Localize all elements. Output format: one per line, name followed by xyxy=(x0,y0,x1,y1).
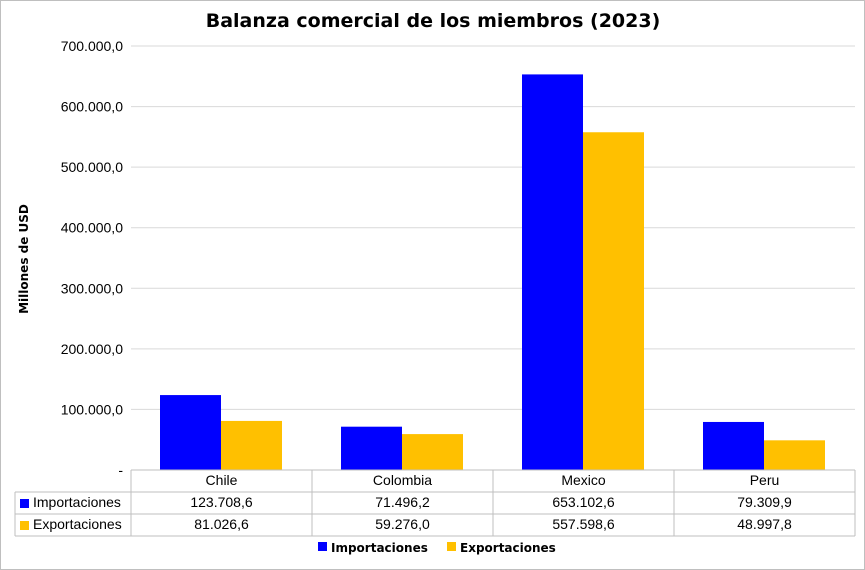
bars xyxy=(160,74,825,470)
y-axis-ticks: - 100.000,0 200.000,0 300.000,0 400.000,0 500… xyxy=(61,38,124,478)
y-tick-label: 200.000,0 xyxy=(61,341,123,357)
legend-label: Importaciones xyxy=(331,541,428,555)
y-tick-label: 100.000,0 xyxy=(61,401,123,417)
x-tick-label: Colombia xyxy=(373,472,432,488)
bar-importaciones-mexico xyxy=(522,74,583,470)
y-axis-label: Millones de USD xyxy=(17,204,31,314)
gridlines xyxy=(131,45,855,471)
y-tick-label: 500.000,0 xyxy=(61,159,123,175)
bar-exportaciones-chile xyxy=(221,420,282,470)
y-tick-label: 700.000,0 xyxy=(61,38,123,54)
y-tick-label: - xyxy=(118,462,123,478)
chart-title: Balanza comercial de los miembros (2023) xyxy=(206,10,661,32)
data-label: 79.309,9 xyxy=(737,494,792,510)
data-label: 71.496,2 xyxy=(375,494,430,510)
legend-swatch xyxy=(318,542,327,551)
table-legend-key xyxy=(20,499,29,508)
bar-importaciones-colombia xyxy=(341,426,402,470)
y-tick-label: 600.000,0 xyxy=(61,99,123,115)
legend: Importaciones Exportaciones xyxy=(318,541,556,555)
legend-label: Exportaciones xyxy=(460,541,556,555)
legend-swatch xyxy=(447,542,456,551)
x-tick-label: Peru xyxy=(750,472,780,488)
bar-exportaciones-mexico xyxy=(583,132,644,470)
x-tick-label: Chile xyxy=(206,472,238,488)
data-label: 81.026,6 xyxy=(194,516,249,532)
y-tick-label: 300.000,0 xyxy=(61,280,123,296)
data-label: 557.598,6 xyxy=(552,516,614,532)
bar-exportaciones-peru xyxy=(764,440,825,470)
data-label: 59.276,0 xyxy=(375,516,430,532)
bar-importaciones-peru xyxy=(703,421,764,470)
data-label: 48.997,8 xyxy=(737,516,792,532)
table-series-name: Exportaciones xyxy=(33,516,122,532)
y-tick-label: 400.000,0 xyxy=(61,220,123,236)
data-table: Chile Colombia Mexico Peru Importaciones 123.… xyxy=(14,469,856,537)
table-series-name: Importaciones xyxy=(33,494,121,510)
data-label: 653.102,6 xyxy=(552,494,614,510)
x-tick-label: Mexico xyxy=(561,472,606,488)
bar-exportaciones-colombia xyxy=(402,434,463,470)
bar-importaciones-chile xyxy=(160,395,221,470)
data-label: 123.708,6 xyxy=(190,494,252,510)
table-legend-key xyxy=(20,521,29,530)
